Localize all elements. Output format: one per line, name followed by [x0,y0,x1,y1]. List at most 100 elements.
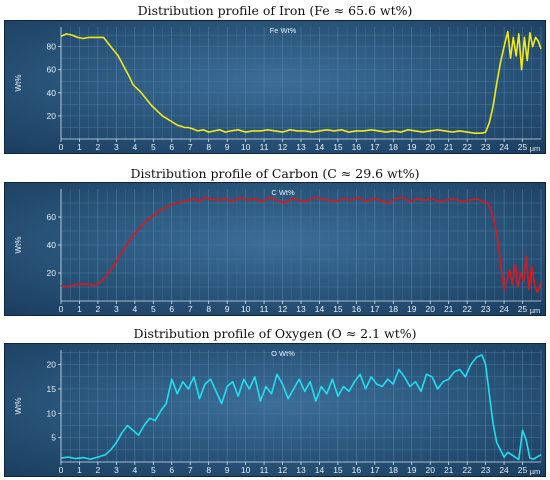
x-tick-label: 16 [352,304,362,314]
x-tick-label: 22 [462,142,472,152]
figure-carbon: Distribution profile of Carbon (C ≈ 29.6… [0,160,550,318]
x-tick-label: 3 [114,465,119,475]
x-tick-label: 2 [96,465,101,475]
grid-lines [60,189,542,301]
x-tick-label: 5 [151,304,156,314]
y-axis-label: Wt% [14,75,23,92]
x-tick-label: 17 [370,304,380,314]
x-tick-label: 4 [132,304,137,314]
y-tick-label: 40 [47,240,57,250]
x-tick-label: 12 [278,142,288,152]
x-tick-label: 2 [96,304,101,314]
x-unit-label: µm [530,144,541,153]
plot-background [5,344,545,476]
x-tick-label: 18 [389,142,399,152]
x-tick-label: 19 [407,304,417,314]
x-tick-label: 9 [225,142,230,152]
x-tick-label: 0 [59,304,64,314]
x-tick-label: 24 [499,465,509,475]
x-unit-label: µm [530,306,541,315]
x-tick-label: 6 [169,465,174,475]
x-tick-label: 9 [225,304,230,314]
x-tick-label: 7 [188,304,193,314]
x-tick-label: 8 [206,465,211,475]
series-line [60,354,542,461]
x-tick-label: 15 [333,465,343,475]
y-tick-label: 20 [47,111,57,121]
figure-oxygen: Distribution profile of Oxygen (O ≈ 2.1 … [0,320,550,480]
x-tick-label: 9 [225,465,230,475]
x-tick-label: 24 [499,142,509,152]
x-tick-label: 19 [407,142,417,152]
chart-title-carbon: Distribution profile of Carbon (C ≈ 29.6… [130,166,420,181]
x-tick-label: 18 [389,304,399,314]
x-tick-label: 2 [96,142,101,152]
x-tick-label: 15 [333,142,343,152]
x-tick-label: 8 [206,304,211,314]
x-tick-label: 15 [333,304,343,314]
grid-lines [60,350,542,462]
series-label: C Wt% [271,188,295,197]
x-tick-label: 10 [241,142,251,152]
x-tick-label: 25 [518,465,528,475]
x-tick-label: 10 [241,465,251,475]
x-tick-label: 23 [481,142,491,152]
x-tick-label: 22 [462,465,472,475]
x-tick-label: 3 [114,142,119,152]
x-tick-label: 5 [151,465,156,475]
x-tick-label: 1 [77,465,82,475]
x-tick-label: 16 [352,142,362,152]
y-tick-label: 20 [47,360,57,370]
x-tick-label: 20 [425,142,435,152]
x-tick-label: 13 [296,304,306,314]
x-tick-label: 14 [315,465,325,475]
y-tick-label: 20 [47,268,57,278]
series-line [60,30,542,134]
x-tick-label: 4 [132,142,137,152]
plot-panel-iron: 20 40 60 80 0 1 2 3 4 5 6 7 8 9 10 11 12 13 14 15 16 17 18 19 20… [4,20,546,154]
y-tick-label: 40 [47,88,57,98]
x-tick-label: 12 [278,465,288,475]
x-tick-label: 11 [260,142,269,152]
x-tick-label: 6 [169,142,174,152]
x-tick-label: 21 [444,304,454,314]
y-tick-label: 60 [47,212,57,222]
series-label: Fe Wt% [270,26,297,35]
x-tick-label: 23 [481,465,491,475]
x-tick-label: 14 [315,142,325,152]
x-tick-label: 22 [462,304,472,314]
x-tick-label: 12 [278,304,288,314]
x-unit-label: µm [530,467,541,476]
x-tick-label: 10 [241,304,251,314]
plot-background [5,21,545,153]
x-tick-label: 0 [59,465,64,475]
x-tick-label: 20 [425,465,435,475]
x-tick-label: 17 [370,465,380,475]
y-tick-label: 80 [47,42,57,52]
x-tick-label: 0 [59,142,64,152]
x-tick-label: 11 [260,304,269,314]
x-tick-label: 25 [518,142,528,152]
x-tick-label: 20 [425,304,435,314]
x-tick-label: 23 [481,304,491,314]
x-tick-label: 3 [114,304,119,314]
y-tick-label: 15 [47,384,57,394]
x-tick-label: 24 [499,304,509,314]
x-tick-label: 21 [444,465,454,475]
series-line [60,196,542,294]
y-axis-label: Wt% [14,398,23,415]
y-tick-label: 5 [51,433,56,443]
y-tick-label: 60 [47,65,57,75]
y-tick-label: 10 [47,408,57,418]
x-tick-label: 6 [169,304,174,314]
figure-iron: Distribution profile of Iron (Fe ≈ 65.6 … [0,0,550,158]
x-tick-label: 8 [206,142,211,152]
x-tick-label: 16 [352,465,362,475]
x-tick-label: 14 [315,304,325,314]
x-tick-label: 11 [260,465,269,475]
x-tick-label: 1 [77,304,82,314]
x-tick-label: 7 [188,465,193,475]
